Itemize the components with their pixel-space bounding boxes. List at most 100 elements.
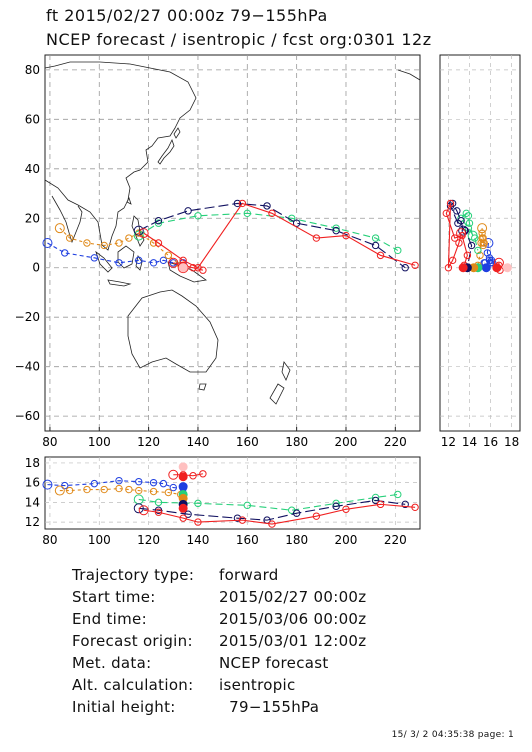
bottom-trajectory-marker [54,485,65,496]
bottom-trajectory-marker [115,476,123,485]
bottom-trajectory-marker [199,470,207,478]
side-trajectory-marker [480,239,488,247]
map-trajectory-marker [149,259,158,267]
map-y-tick-label: 80 [25,63,40,77]
map-trajectory-marker [243,209,252,218]
map-trajectory-marker [164,251,173,260]
map-trajectory-marker [342,231,350,240]
info-row-met-data: Met. data: NCEP forecast [72,654,366,676]
bottom-trajectory-marker [394,490,402,499]
map-trajectory-marker [312,234,321,242]
map-x-tick-label: 100 [88,435,111,449]
side-x-tick-label: 18 [504,435,519,449]
info-value: NCEP forecast [219,654,329,672]
map-trajectory-marker [184,207,192,215]
info-label: Forecast origin: [72,632,193,650]
map-trajectory-marker [332,224,340,232]
map-trajectory-marker [135,256,143,265]
map-trajectory-marker [332,226,340,235]
info-label: Alt. calculation: [72,676,194,694]
map-trajectory-marker [189,264,197,272]
bottom-y-tick-label: 12 [25,515,40,529]
bottom-x-tick-label: 220 [384,533,407,547]
side-start-marker [458,263,468,273]
bottom-trajectory-marker [149,487,158,496]
map-trajectory-marker [138,228,149,239]
bottom-trajectory-marker [292,509,301,517]
side-trajectory-line [445,203,468,269]
side-start-marker [492,263,502,273]
bottom-trajectory-marker [194,518,202,526]
side-trajectory-marker [458,225,469,236]
map-trajectory-marker [233,199,242,208]
bottom-x-tick-label: 200 [335,533,358,547]
bottom-trajectory-marker [401,500,409,509]
info-label: Trajectory type: [72,566,195,584]
info-row-start-time: Start time: 2015/02/27 00:00z [72,588,366,610]
map-x-tick-label: 160 [236,435,259,449]
bottom-x-tick-label: 160 [236,533,259,547]
info-row-forecast-origin: Forecast origin: 2015/03/01 12:00z [72,632,366,654]
map-y-tick-label: 40 [25,162,40,176]
side-trajectory-marker [479,234,487,242]
side-trajectory-marker [455,239,463,247]
map-panel: 80 100 120 140 160 180 200 220 806040200−20−40−… [15,54,421,449]
map-trajectory-marker [100,241,108,250]
map-trajectory-marker [263,202,271,210]
bottom-trajectory-line [143,503,416,525]
info-label: Initial height: [72,698,176,716]
side-gridlines [440,55,520,431]
map-trajectory-marker [238,199,247,208]
side-trajectories [442,199,512,274]
bottom-trajectory-marker [332,502,340,511]
bottom-trajectory-marker [138,505,149,516]
map-y-tick-label: −20 [15,310,40,324]
side-trajectory-marker [478,229,486,237]
map-y-tick-label: 60 [25,112,40,126]
map-trajectory-marker [42,238,53,248]
bottom-trajectory-marker [159,479,168,488]
map-trajectory-marker [376,251,385,260]
bottom-start-marker [178,472,188,482]
info-value: isentropic [219,676,296,694]
trajectory-info-block: Trajectory type: forward Start time: 2015/… [72,566,366,720]
bottom-trajectory-marker [83,485,91,494]
bottom-trajectory-marker [135,477,143,486]
map-trajectory-marker [394,246,402,255]
map-trajectory-marker [411,261,419,269]
side-trajectory-marker [465,219,474,227]
map-trajectory-marker [65,234,74,242]
map-trajectory-marker [115,259,123,267]
side-trajectory-marker [448,256,457,265]
bottom-trajectory-marker [371,496,380,505]
map-trajectory-marker [133,230,144,241]
map-x-tick-label: 120 [137,435,160,449]
side-trajectory-marker [483,249,492,257]
bottom-y-tick-label: 14 [25,495,40,509]
bottom-trajectory-marker [65,486,74,495]
map-trajectory-marker [90,254,99,262]
side-trajectory-marker [471,234,479,242]
info-value: 2015/03/01 12:00z [219,632,367,650]
side-x-tick-label: 14 [462,435,477,449]
bottom-start-marker [178,482,188,492]
bottom-trajectory-marker [189,472,197,480]
bottom-panel: 80 100 120 140 160 180 200 220 18 16 14 12 [25,456,421,547]
map-trajectory-marker [115,239,123,247]
bottom-trajectory-marker [376,500,385,509]
map-trajectory-marker [168,257,179,268]
map-trajectory-marker [125,234,133,242]
bottom-trajectory-line [138,499,406,521]
bottom-trajectory-marker [133,503,144,514]
bottom-trajectory-marker [268,520,276,528]
side-x-tick-label: 16 [483,435,498,449]
bottom-trajectory-marker [194,499,202,508]
bottom-trajectory-marker [154,506,163,514]
bottom-trajectory-marker [154,498,163,507]
bottom-start-marker [178,503,188,513]
bottom-trajectory-marker [243,501,252,510]
map-y-tick-label: 0 [32,261,40,275]
bottom-trajectory-marker [411,503,419,512]
info-row-end-time: End time: 2015/03/06 00:00z [72,610,366,632]
